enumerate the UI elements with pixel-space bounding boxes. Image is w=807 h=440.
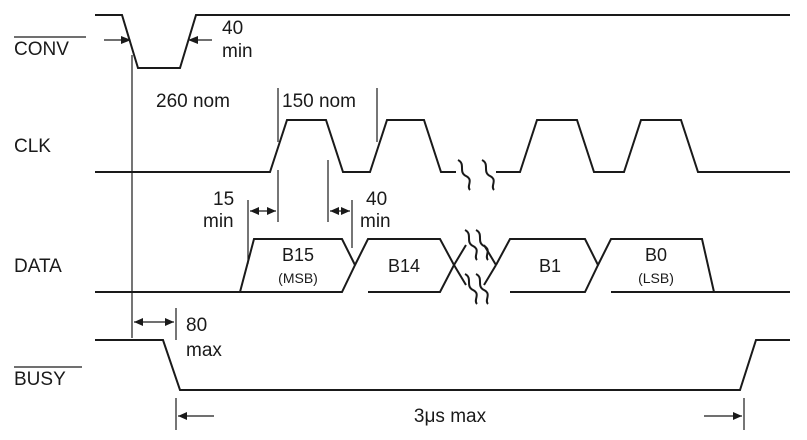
- data-cell-b14: [354, 238, 456, 293]
- busy-delay-arrowhead-right: [165, 318, 174, 326]
- b15-label: B15: [282, 245, 314, 265]
- conv-width-arrowhead-right: [188, 36, 198, 44]
- data-break-wave-top-1: [464, 229, 478, 261]
- data-break-wave-bottom-2: [475, 273, 489, 305]
- clk-label: CLK: [14, 136, 51, 157]
- data-cell-b15: [238, 238, 357, 293]
- busy-delay-value: 80: [186, 315, 207, 336]
- conv-label: CONV: [14, 39, 69, 60]
- clk-delay-label: 260 nom: [156, 91, 230, 112]
- conv-width-unit: min: [222, 41, 253, 62]
- conversion-arrowhead-right: [733, 412, 742, 420]
- conversion-time-label: 3μs max: [414, 406, 487, 427]
- setup-arrowhead-right: [267, 207, 276, 215]
- b0-label: B0: [645, 245, 667, 265]
- clk-break-mark-2: [481, 159, 495, 191]
- clk-waveform-left: [95, 119, 456, 173]
- clk-waveform-right: [496, 119, 790, 173]
- b1-label: B1: [539, 256, 561, 276]
- data-cell-b0: [597, 238, 716, 293]
- hold-value: 40: [366, 189, 387, 210]
- clk-period-label: 150 nom: [282, 91, 356, 112]
- hold-unit: min: [360, 211, 391, 232]
- data-label: DATA: [14, 256, 62, 277]
- busy-waveform: [95, 339, 790, 391]
- data-break-wave-bottom-1: [464, 273, 478, 305]
- b0-sub-label: (LSB): [638, 270, 674, 286]
- busy-delay-unit: max: [186, 340, 222, 361]
- busy-label: BUSY: [14, 369, 66, 390]
- setup-unit: min: [203, 211, 234, 232]
- conv-waveform: [95, 14, 790, 69]
- hold-arrowhead-right: [341, 207, 350, 215]
- hold-arrowhead-left: [330, 207, 339, 215]
- setup-arrowhead-left: [250, 207, 259, 215]
- setup-value: 15: [213, 189, 234, 210]
- busy-delay-arrowhead-left: [134, 318, 143, 326]
- conv-width-arrowhead-left: [121, 36, 131, 44]
- data-break-mark: [453, 244, 497, 286]
- data-break-wave-top-2: [475, 229, 489, 261]
- clk-break-mark-1: [457, 159, 471, 191]
- b14-label: B14: [388, 256, 420, 276]
- conversion-arrowhead-left: [178, 412, 187, 420]
- b15-sub-label: (MSB): [278, 270, 318, 286]
- data-cell-b1: [495, 238, 600, 293]
- conv-width-value: 40: [222, 18, 243, 39]
